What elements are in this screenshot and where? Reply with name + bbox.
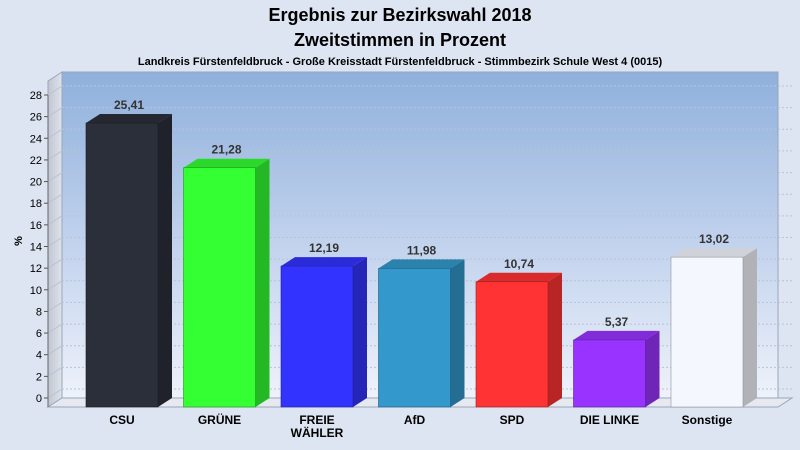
data-label: 13,02 <box>699 232 729 246</box>
chart-title-2: Zweitstimmen in Prozent <box>294 30 506 50</box>
bar-top <box>476 272 562 282</box>
gridline-wall <box>47 323 63 334</box>
x-tick-label: DIE LINKE <box>580 413 639 427</box>
x-tick-label: AfD <box>404 413 426 427</box>
bar <box>475 281 549 408</box>
x-tick-label: WÄHLER <box>291 425 344 440</box>
gridline-wall <box>47 237 63 247</box>
data-label: 12,19 <box>309 241 339 255</box>
gridline-wall <box>47 172 63 182</box>
y-tick-label: 24 <box>30 133 42 145</box>
bar-side <box>353 257 367 407</box>
bar <box>85 122 159 408</box>
bar-side <box>743 248 757 407</box>
gridline-wall <box>47 193 63 204</box>
y-tick-label: 28 <box>30 90 42 102</box>
plot-side-wall <box>47 71 63 408</box>
bar-top <box>378 259 465 269</box>
y-tick-label: 18 <box>30 198 42 210</box>
y-axis-label: % <box>13 236 25 246</box>
bar-top <box>86 114 172 124</box>
gridline-wall <box>47 280 63 291</box>
bar-top <box>573 330 660 340</box>
bar-side <box>645 330 660 407</box>
bar <box>670 256 744 408</box>
bar-side <box>255 158 270 407</box>
chart-title: Ergebnis zur Bezirkswahl 2018 <box>268 5 531 25</box>
bar-top <box>671 248 757 258</box>
bar <box>183 167 256 408</box>
data-label: 21,28 <box>211 143 241 157</box>
x-tick-label: GRÜNE <box>198 412 241 427</box>
x-tick-label: SPD <box>500 413 525 427</box>
y-tick-label: 4 <box>36 350 42 362</box>
gridline-wall <box>47 215 63 226</box>
y-tick-label: 6 <box>36 328 42 340</box>
chart-subtitle: Landkreis Fürstenfeldbruck - Große Kreis… <box>138 56 663 68</box>
data-label: 25,41 <box>114 98 144 112</box>
gridline-wall <box>47 366 63 377</box>
gridline-wall <box>47 128 63 139</box>
y-tick-label: 20 <box>30 177 42 189</box>
data-label: 10,74 <box>504 257 534 271</box>
y-tick-label: 26 <box>30 112 42 124</box>
bar <box>573 339 646 408</box>
gridline-wall <box>47 302 63 312</box>
gridline-wall <box>47 258 63 269</box>
y-tick-label: 22 <box>30 155 42 167</box>
bar-top <box>281 257 367 267</box>
y-tick-label: 14 <box>30 242 42 254</box>
gridline-wall <box>47 345 63 356</box>
gridline-wall <box>47 85 63 96</box>
gridline-wall <box>47 388 63 399</box>
y-tick-label: 16 <box>30 220 42 232</box>
bar-top <box>183 158 270 168</box>
y-tick-label: 12 <box>30 263 42 275</box>
bar-side <box>450 259 465 407</box>
bar-side <box>548 272 562 407</box>
bar <box>378 268 451 408</box>
bar <box>280 265 354 408</box>
data-label: 11,98 <box>407 243 437 257</box>
x-tick-label: CSU <box>109 413 134 427</box>
y-tick-label: 0 <box>36 393 42 405</box>
x-tick-label: Sonstige <box>682 413 733 427</box>
gridline-wall <box>47 107 63 118</box>
data-label: 5,37 <box>605 315 629 329</box>
y-tick-label: 2 <box>36 371 42 383</box>
x-tick-label: FREIE <box>299 413 334 427</box>
bar-side <box>158 114 172 407</box>
gridline-wall <box>47 150 63 161</box>
y-tick-label: 10 <box>30 285 42 297</box>
y-tick-label: 8 <box>36 306 42 318</box>
